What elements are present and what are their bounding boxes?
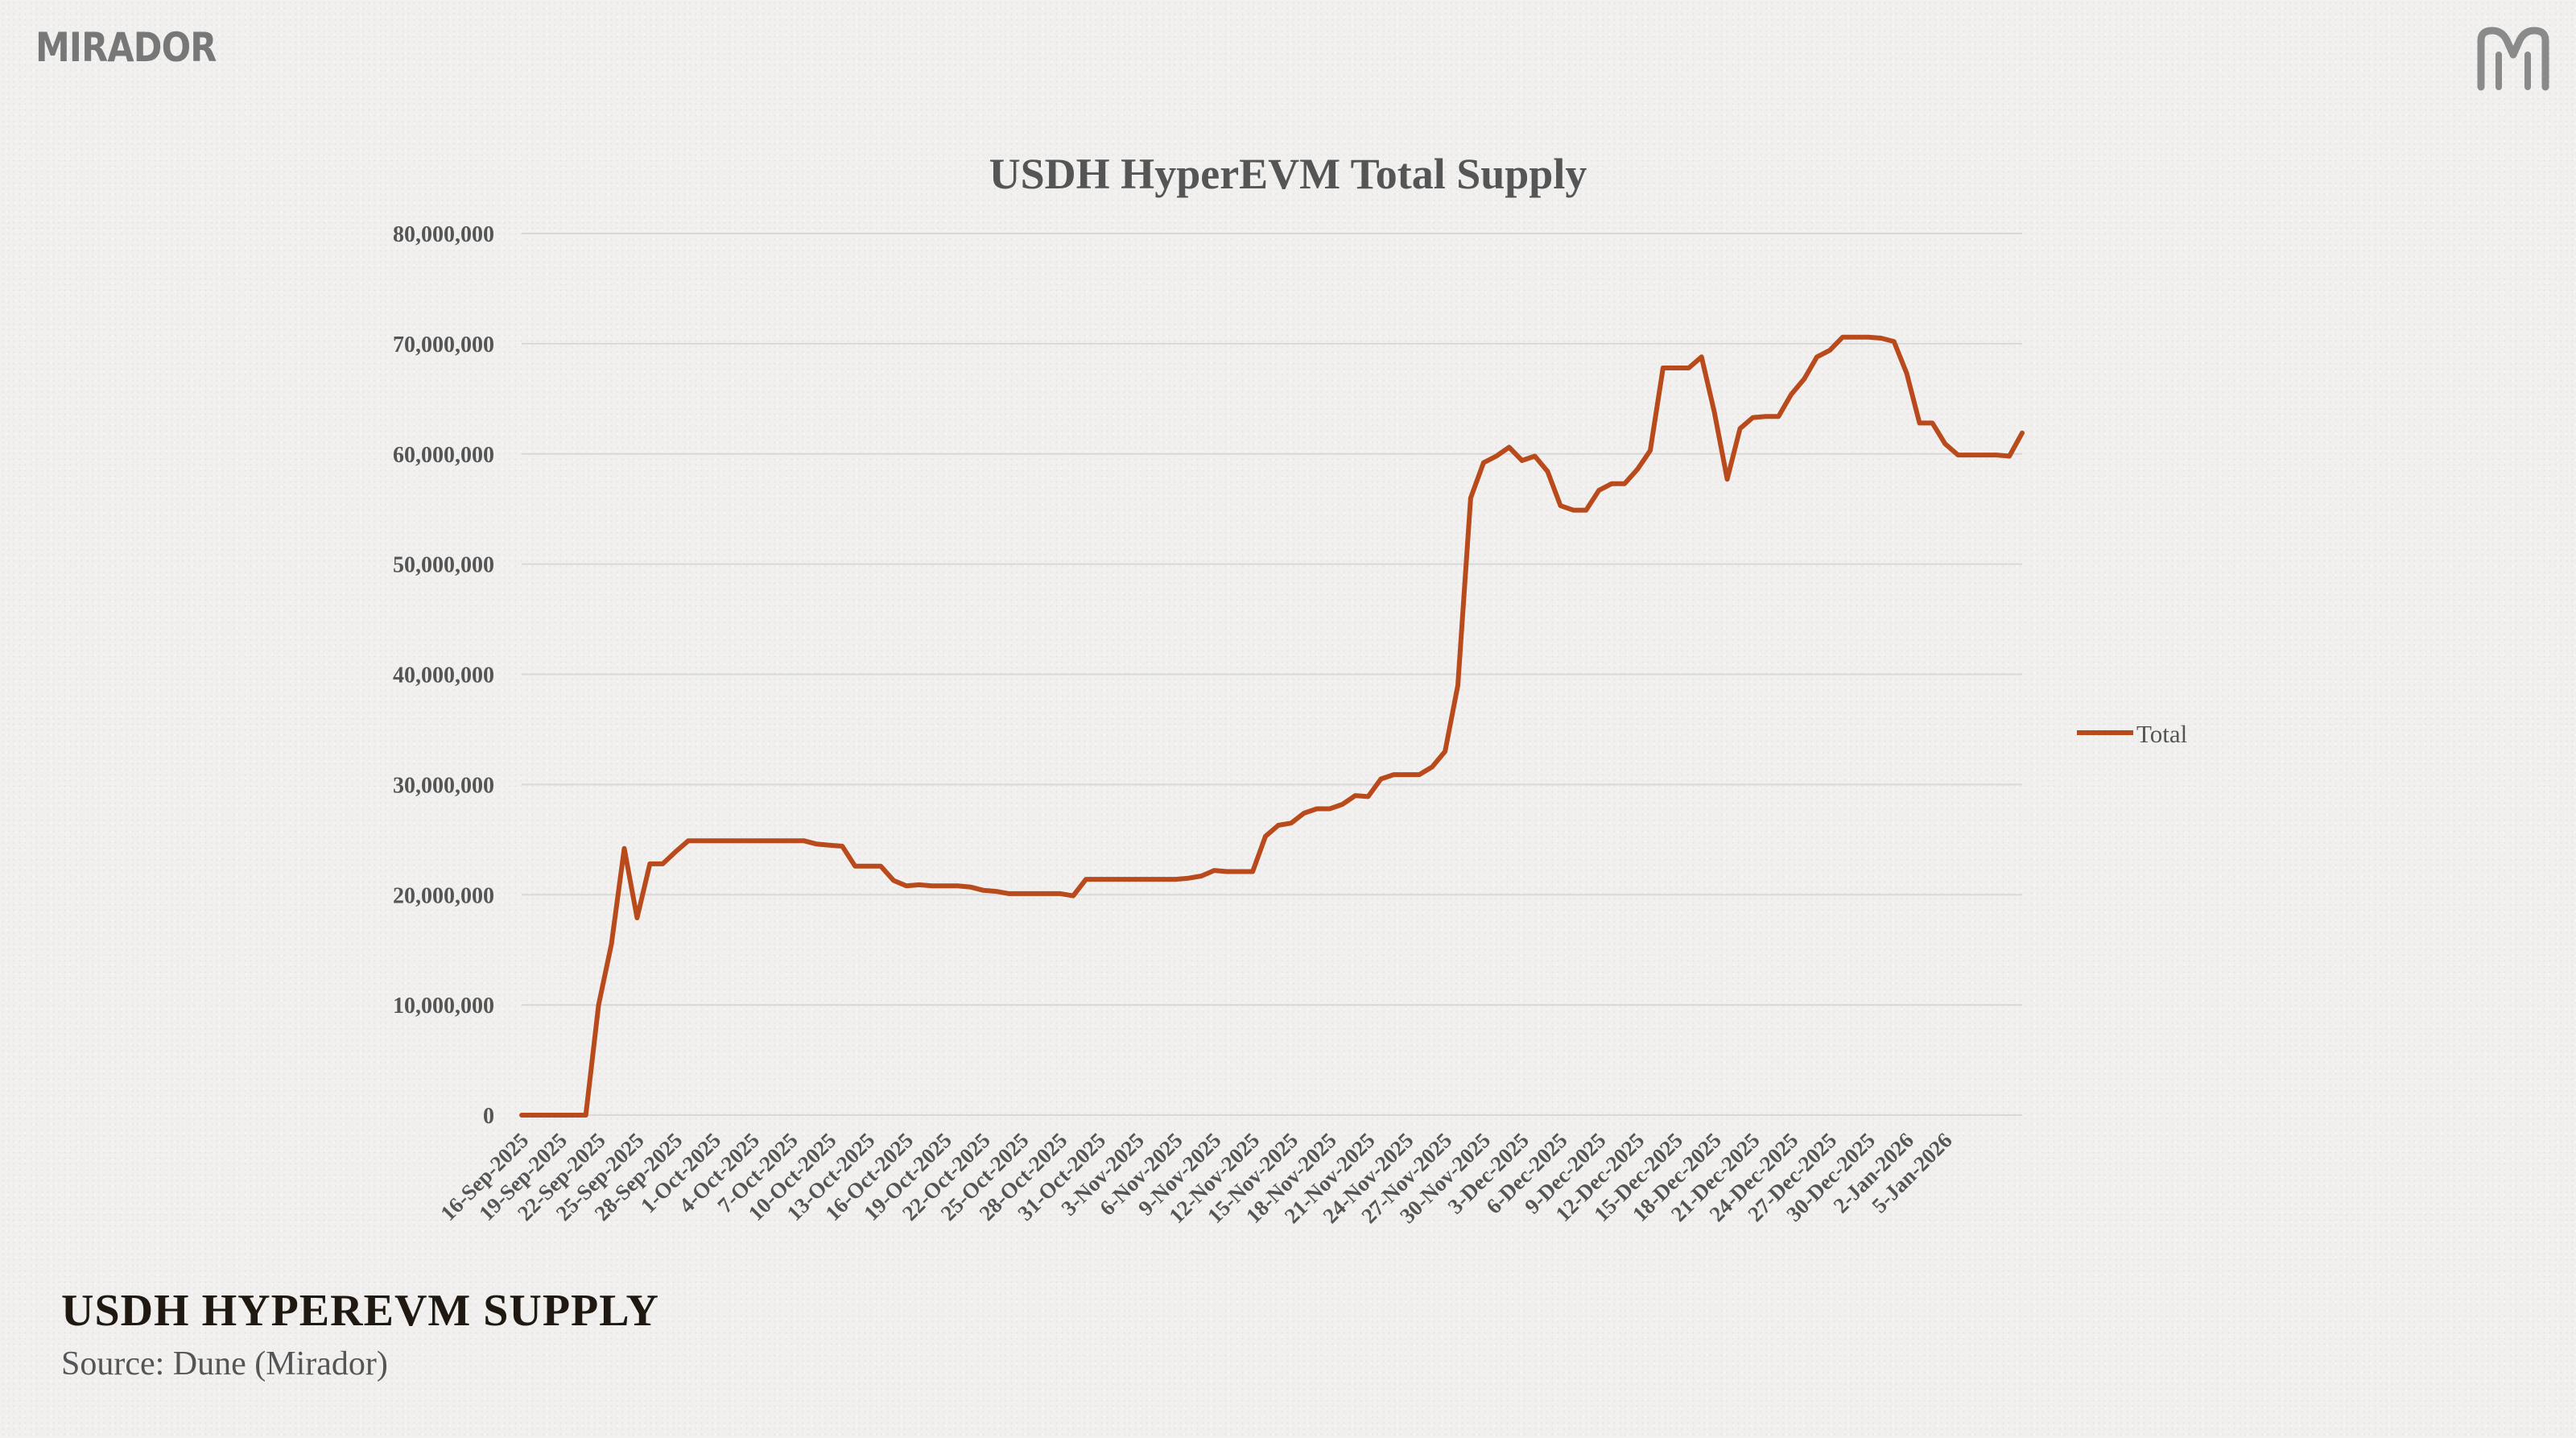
footer-source: Source: Dune (Mirador) [61,1345,388,1382]
y-tick-label: 30,000,000 [393,773,494,798]
y-tick-label: 50,000,000 [393,553,494,578]
mirador-m-logo-icon [2477,27,2549,91]
y-axis-ticks: 0 10,000,000 20,000,000 30,000,000 40,000,00… [393,222,494,1129]
y-tick-label: 0 [483,1104,494,1129]
footer-title: USDH HYPEREVM SUPPLY [61,1286,659,1336]
legend-label-total: Total [2136,720,2187,748]
y-tick-label: 40,000,000 [393,663,494,688]
y-tick-label: 60,000,000 [393,443,494,468]
chart-legend: Total [2077,720,2187,748]
chart-series [519,334,2025,1118]
y-tick-label: 10,000,000 [393,994,494,1019]
y-gridlines [522,233,2022,1116]
series-line-total [519,334,2025,1118]
brand-logo: MIRADOR [35,24,217,71]
y-tick-label: 80,000,000 [393,222,494,247]
y-tick-label: 70,000,000 [393,333,494,357]
chart-title: USDH HyperEVM Total Supply [989,150,1587,198]
x-axis-ticks: 16-Sep-202519-Sep-202522-Sep-202525-Sep-… [436,1128,1956,1228]
y-tick-label: 20,000,000 [393,883,494,908]
